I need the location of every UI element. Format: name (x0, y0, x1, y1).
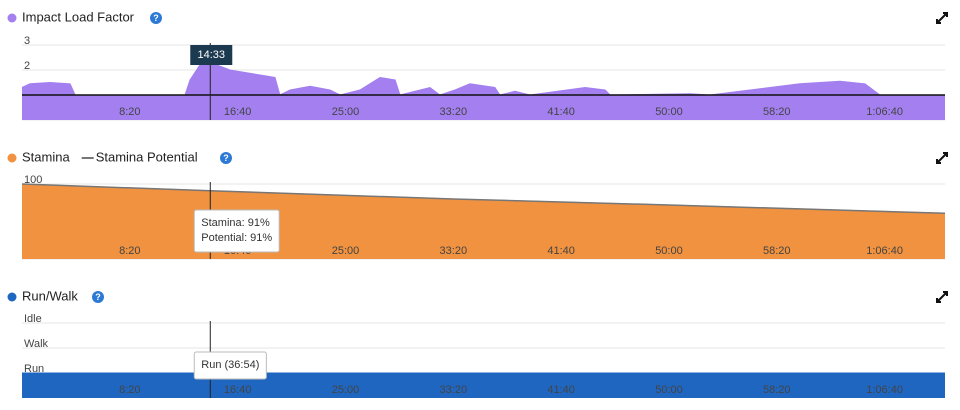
svg-text:?: ? (153, 13, 159, 23)
y-tick-label: Run (24, 363, 44, 375)
y-tick-label: Walk (24, 338, 49, 350)
x-tick-label: 50:00 (655, 245, 683, 257)
line (21, 183, 946, 215)
y-tick-label: 100 (24, 174, 42, 186)
x-tick-label: 16:40 (224, 106, 252, 118)
x-tick-label: 1:06:40 (866, 245, 903, 257)
x-tick-label: 25:00 (332, 384, 360, 396)
area-fill (22, 373, 945, 398)
x-tick-label: 25:00 (332, 106, 360, 118)
x-tick-label: 33:20 (440, 384, 468, 396)
x-tick-label: 41:40 (547, 245, 575, 257)
tooltip-box (193, 209, 280, 253)
area-fill (22, 184, 945, 259)
y-tick-label: Idle (24, 313, 42, 325)
svg-text:?: ? (95, 292, 101, 302)
expand-icons[interactable] (936, 12, 948, 303)
x-tick-label: 1:06:40 (866, 384, 903, 396)
legend-label: Stamina Potential (96, 149, 198, 164)
x-tick-label: 58:20 (763, 106, 791, 118)
x-tick-label: 8:20 (119, 245, 140, 257)
help-icons[interactable]: ? ? ? (92, 12, 232, 303)
x-tick-label: 41:40 (547, 106, 575, 118)
legend-label: Impact Load Factor (22, 9, 135, 24)
x-tick-label: 33:20 (440, 106, 468, 118)
x-tick-label: 33:20 (440, 245, 468, 257)
legend-marker (7, 292, 17, 302)
x-tick-label: 50:00 (655, 106, 683, 118)
x-tick-label: 41:40 (547, 384, 575, 396)
x-tick-label: 8:20 (119, 384, 140, 396)
tooltip-text: Potential: 91% (201, 232, 272, 244)
x-tick-label: 1:06:40 (866, 106, 903, 118)
legend-marker (7, 13, 17, 23)
legend-marker (7, 153, 17, 163)
tooltip-text: Stamina: 91% (201, 217, 270, 229)
tooltip-text: Run (36:54) (201, 359, 259, 371)
x-tick-label: 8:20 (119, 106, 140, 118)
x-tick-label: 58:20 (763, 245, 791, 257)
crosshair-label-box (190, 45, 233, 65)
tooltip-box (193, 351, 267, 380)
crosshair-label: 14:33 (198, 49, 226, 61)
y-tick-label: 3 (24, 35, 30, 47)
x-tick-label: 58:20 (763, 384, 791, 396)
legend-label: Run/Walk (22, 288, 78, 303)
x-tick-label: 16:40 (224, 384, 252, 396)
area-fill (22, 62, 945, 120)
legend-label: Stamina (22, 149, 70, 164)
x-tick-label: 50:00 (655, 384, 683, 396)
svg-text:?: ? (223, 153, 229, 163)
y-tick-label: 2 (24, 60, 30, 72)
x-tick-label: 25:00 (332, 245, 360, 257)
